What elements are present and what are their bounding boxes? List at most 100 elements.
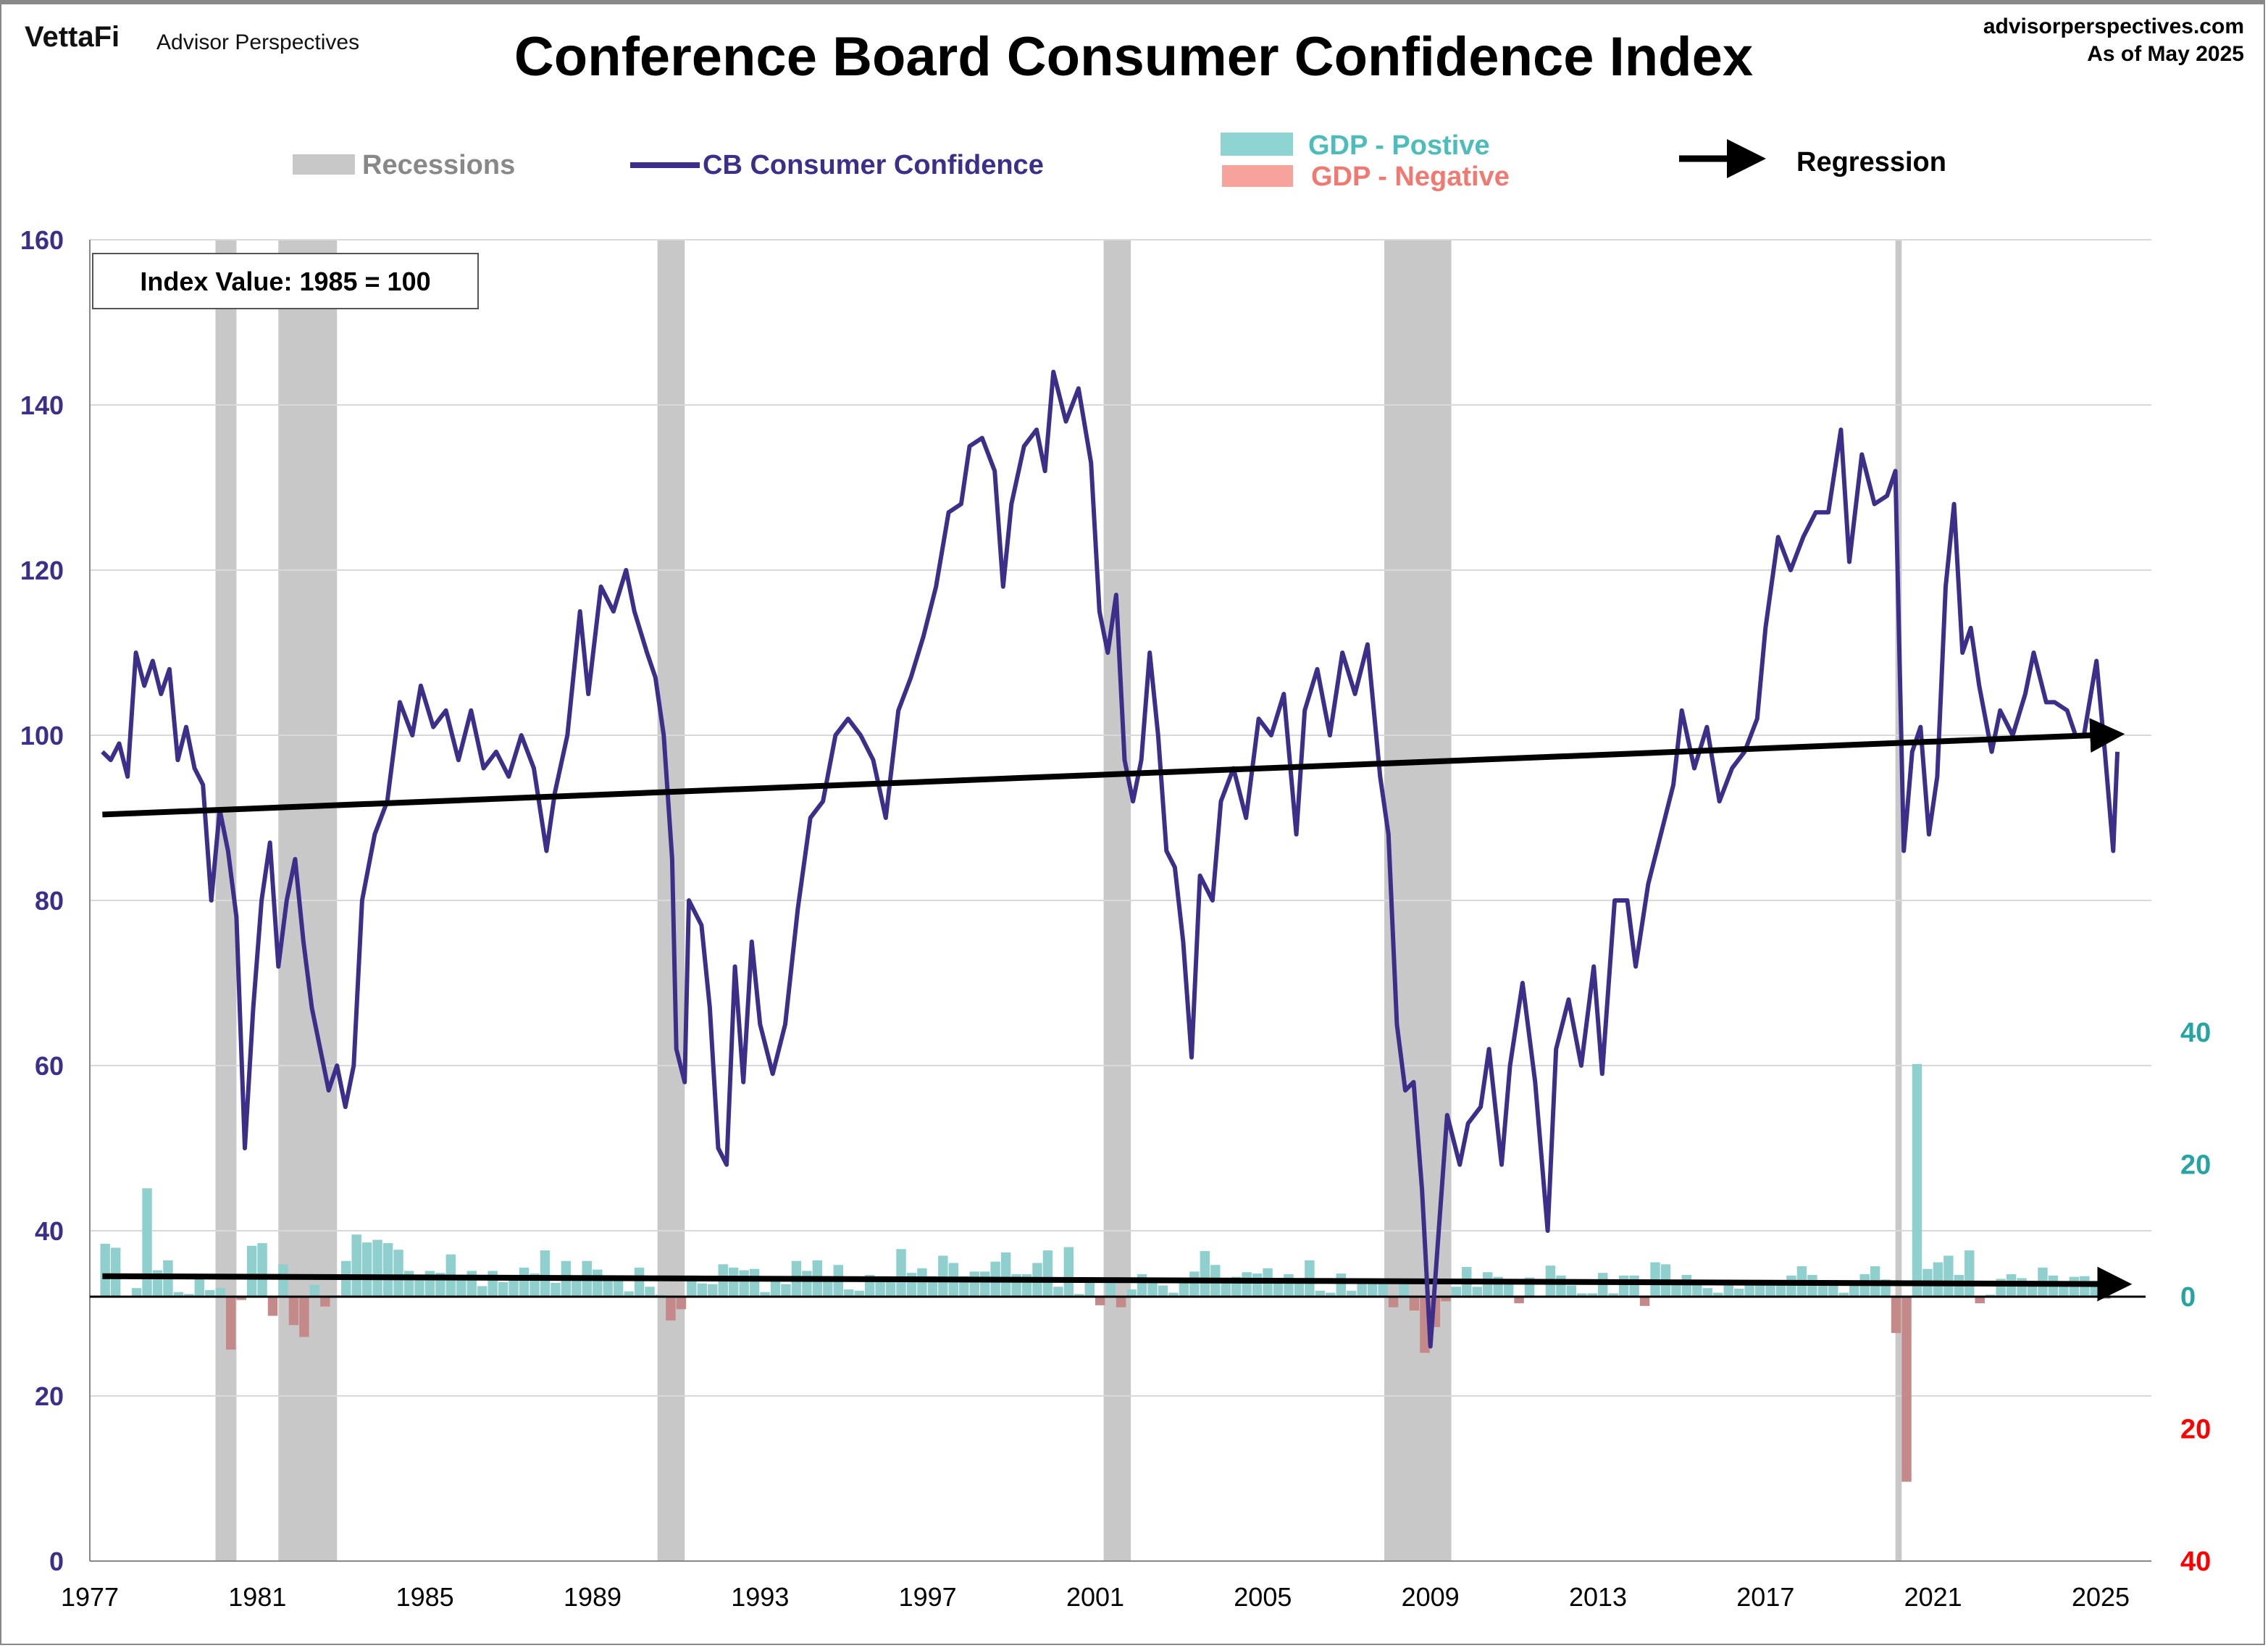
x-tick-label: 2009 [1402,1582,1460,1612]
as-of-date: As of May 2025 [2087,42,2244,66]
logo-subtitle: Advisor Perspectives [156,30,359,54]
gdp-bar-positive [969,1271,979,1297]
gdp-bar-positive [215,1288,225,1297]
legend: Recessions CB Consumer Confidence GDP - … [293,130,1946,192]
y2-tick-label: 20 [2180,1415,2211,1445]
legend-gdp-positive: GDP - Postive [1308,130,1490,161]
gdp-bar-positive [1189,1271,1200,1297]
gdp-bar-positive [802,1271,812,1297]
y-tick-label: 0 [49,1547,64,1576]
gdp-bar-positive [519,1267,530,1297]
gdp-bar-positive [613,1276,624,1297]
x-tick-label: 1989 [564,1582,622,1612]
gdp-bar-positive [572,1281,582,1297]
x-tick-label: 1997 [899,1582,957,1612]
gdp-bar-positive [372,1239,382,1297]
gdp-bar-positive [1000,1252,1011,1297]
gdp-bar-negative [1409,1297,1420,1311]
gdp-bar-positive [540,1250,551,1297]
legend-regression: Regression [1796,147,1946,177]
annotation-text: Index Value: 1985 = 100 [140,267,430,296]
gdp-bar-positive [760,1292,770,1297]
gdp-bar-positive [1608,1293,1618,1297]
gdp-bar-positive [184,1294,194,1297]
gdp-bar-positive [1399,1281,1409,1297]
gdp-bar-positive [1326,1292,1336,1297]
gdp-bar-positive [1105,1280,1116,1297]
gdp-bar-positive [498,1281,509,1297]
gdp-bar-positive [593,1269,603,1297]
gdp-bar-positive [1765,1283,1775,1297]
gdp-bar-positive [1074,1294,1084,1297]
gdp-bar-positive [645,1287,655,1297]
chart-title: Conference Board Consumer Confidence Ind… [514,26,1753,88]
gdp-bar-positive [1168,1292,1179,1297]
gdp-bar-positive [205,1289,215,1297]
logo-brand: VettaFi [25,21,120,53]
gdp-bar-positive [896,1249,906,1297]
gdp-bar-positive [1587,1293,1597,1297]
gdp-bar-positive [1347,1290,1357,1297]
gdp-bar-positive [728,1267,739,1297]
gdp-bar-positive [1451,1287,1462,1297]
legend-recession-swatch [293,154,355,175]
gdp-bar-positive [1577,1293,1587,1297]
gdp-bar-positive [781,1284,791,1297]
gdp-bar-positive [917,1268,927,1297]
gdp-bar-positive [844,1289,854,1297]
gdp-bar-positive [1838,1292,1849,1297]
gdp-bar-positive [875,1278,885,1297]
gdp-bar-negative [1095,1297,1105,1305]
y2-tick-label: 20 [2180,1150,2211,1181]
gdp-bar-negative [1116,1297,1126,1308]
gdp-bar-positive [1053,1287,1063,1297]
gdp-bar-negative [1891,1297,1901,1334]
gdp-bar-negative [1639,1297,1650,1306]
gdp-bar-positive [749,1268,760,1297]
x-tick-label: 2017 [1736,1582,1794,1612]
gdp-bar-positive [2059,1286,2069,1297]
index-annotation: Index Value: 1985 = 100 [92,253,479,309]
y2-tick-label: 40 [2180,1547,2211,1577]
x-tick-label: 1981 [228,1582,286,1612]
gdp-bar-positive [1147,1281,1158,1297]
gdp-bar-positive [551,1282,561,1297]
gdp-bar-positive [1503,1283,1514,1297]
gdp-bar-positive [1472,1287,1482,1297]
gdp-bar-positive [1126,1289,1137,1297]
gdp-bar-positive [1179,1282,1189,1297]
legend-gdp-positive-swatch [1221,133,1293,156]
gdp-bar-positive [1252,1273,1263,1297]
gdp-bar-negative [1975,1297,1985,1304]
gdp-bar-positive [257,1243,267,1297]
gdp-bar-positive [1629,1275,1639,1297]
legend-gdp-negative-swatch [1222,165,1293,187]
gdp-bar-positive [456,1276,466,1297]
gdp-bar-positive [1556,1275,1566,1297]
gdp-bar-positive [1367,1281,1378,1297]
gdp-regression-arrow [102,1266,2133,1302]
gdp-bar-positive [351,1234,361,1297]
gdp-bar-positive [979,1271,990,1297]
gdp-bar-negative [1441,1297,1451,1302]
gdp-bar-negative [1514,1297,1524,1304]
gdp-bar-positive [309,1284,320,1297]
legend-cb-confidence: CB Consumer Confidence [703,150,1044,180]
y-tick-label: 100 [20,721,64,750]
gdp-bar-positive [142,1188,152,1297]
gdp-bar-negative [666,1297,676,1321]
gdp-bar-positive [1943,1255,1954,1297]
gdp-bar-positive [278,1264,288,1297]
x-tick-label: 1985 [396,1582,454,1612]
legend-recessions: Recessions [362,150,515,180]
gdp-bar-positive [1786,1275,1796,1297]
x-tick-label: 1993 [731,1582,789,1612]
x-tick-label: 2013 [1569,1582,1627,1612]
y-tick-label: 120 [20,556,64,585]
gdp-bar-positive [1294,1281,1305,1297]
gdp-bar-negative [299,1297,309,1337]
y-tick-label: 40 [35,1216,64,1246]
x-tick-label: 2005 [1234,1582,1292,1612]
gdp-bar-positive [1671,1284,1681,1297]
